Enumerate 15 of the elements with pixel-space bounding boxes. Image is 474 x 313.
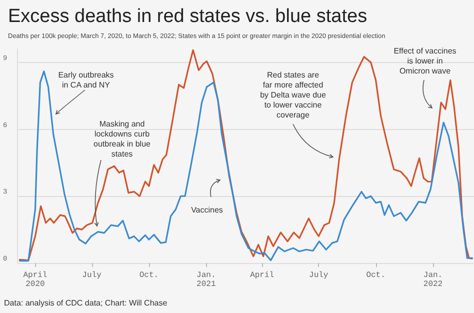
x-tick-label: Jan. 2022: [423, 271, 443, 289]
chart-title: Excess deaths in red states vs. blue states: [8, 6, 368, 27]
annotation: Red states are far more affected by Delta wave due to lower vaccine coverage: [260, 70, 326, 120]
annotation: Vaccines: [191, 206, 223, 214]
x-tick-label: Oct.: [366, 271, 386, 280]
x-tick-label: Jan. 2021: [196, 271, 216, 289]
x-tick-label: July: [309, 271, 328, 280]
annotation: Early outbreaks in CA and NY: [58, 70, 114, 90]
annotation: Effect of vaccines is lower in Omicron wave: [394, 46, 456, 76]
text: Data: analysis of CDC data; Chart: Will Chase: [4, 298, 168, 308]
x-tick-label: Oct.: [139, 271, 159, 280]
x-tick-label: April: [250, 271, 274, 280]
x-tick-label: July: [82, 271, 102, 280]
annotation: Masking and lockdowns curb outbreak in blue states: [94, 120, 152, 158]
x-tick-label: April 2020: [23, 271, 48, 289]
